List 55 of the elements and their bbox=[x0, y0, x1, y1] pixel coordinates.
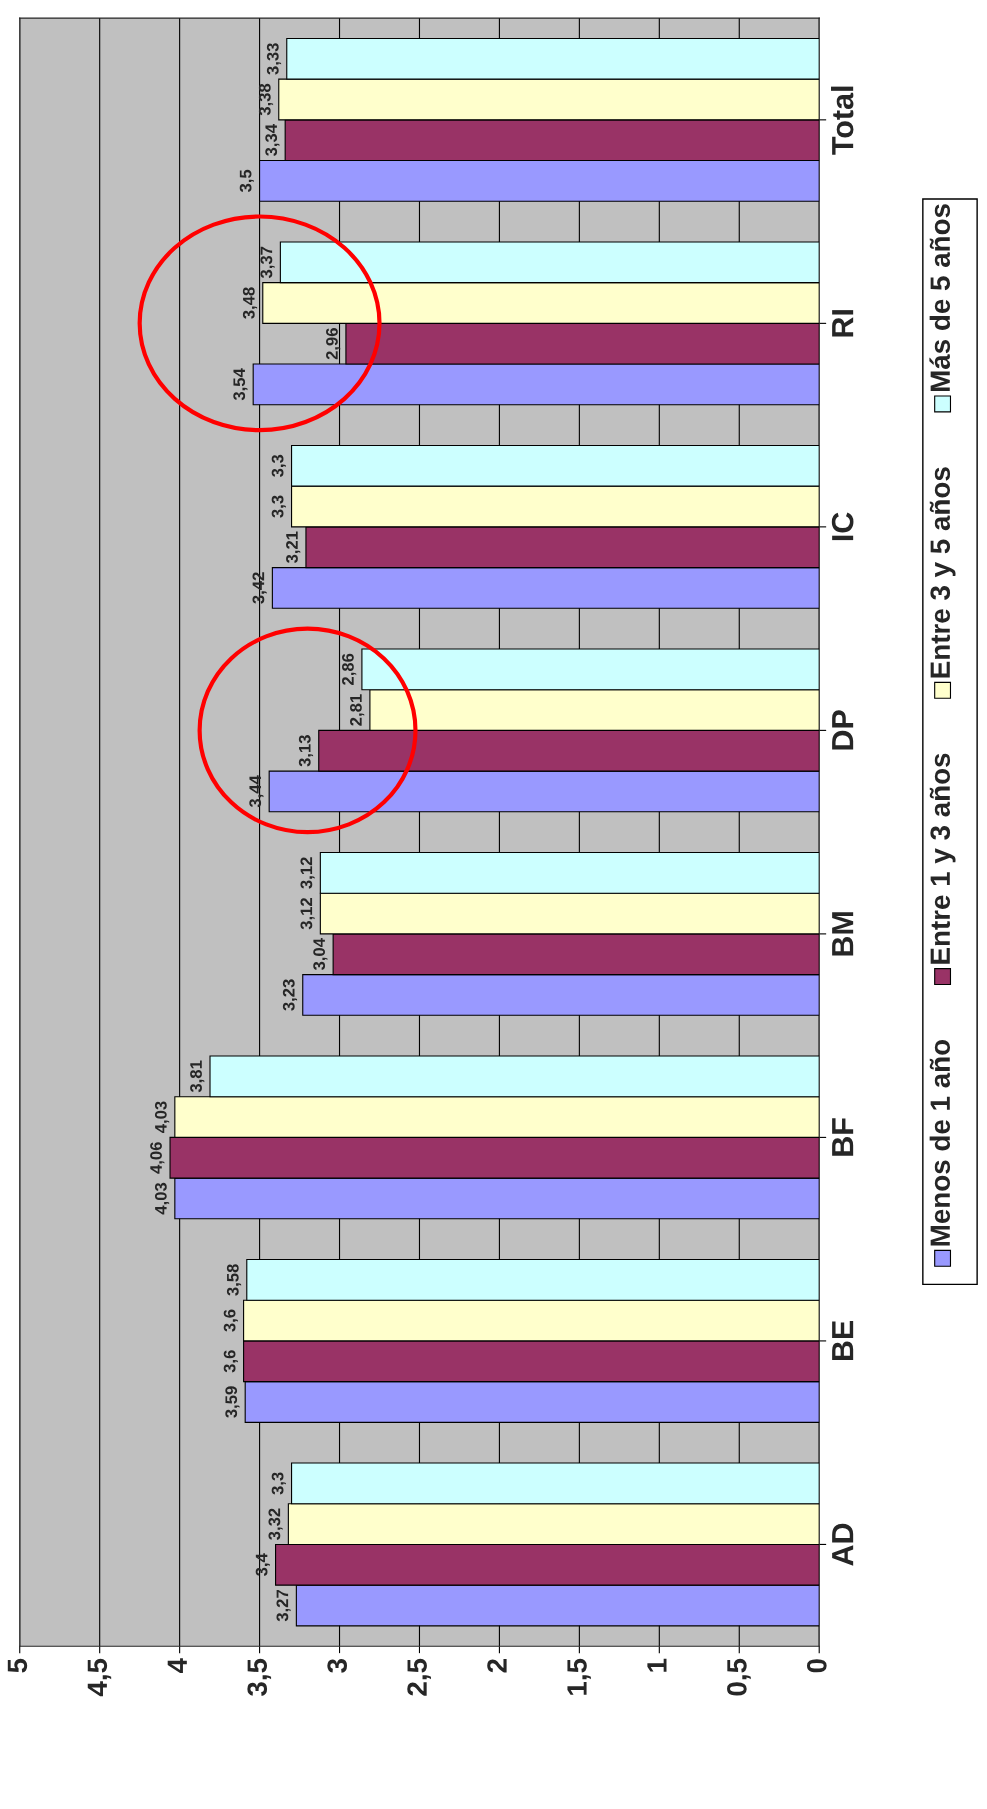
y-tick-label: DP bbox=[832, 710, 854, 750]
data-label: 3,12 bbox=[300, 897, 315, 930]
x-tick-label: 5 bbox=[7, 1658, 28, 1673]
data-label: 4,06 bbox=[150, 1142, 165, 1174]
data-label: 3,5 bbox=[239, 169, 254, 193]
text: Más de 5 años bbox=[929, 204, 951, 392]
y-tick-label: IC bbox=[831, 512, 854, 541]
data-label: 2,96 bbox=[326, 328, 341, 360]
data-label: 3,32 bbox=[268, 1508, 283, 1540]
x-tick-label: 0 bbox=[807, 1659, 827, 1673]
x-tick-label: 2 bbox=[487, 1659, 507, 1673]
y-tick-label: BF bbox=[832, 1118, 854, 1156]
data-label: 3,12 bbox=[300, 857, 315, 889]
data-label: 3,13 bbox=[298, 735, 314, 767]
data-label: 3,81 bbox=[190, 1060, 205, 1093]
x-tick-label: 3,5 bbox=[247, 1658, 272, 1696]
y-tick-label: BE bbox=[832, 1320, 854, 1361]
text: Menos de 1 año bbox=[929, 1040, 951, 1246]
data-label: 2,86 bbox=[342, 653, 357, 685]
data-label: 3,58 bbox=[226, 1264, 242, 1296]
data-label: 3,48 bbox=[242, 287, 258, 319]
data-label: 4,03 bbox=[154, 1101, 170, 1134]
data-label: 3,6 bbox=[223, 1350, 238, 1373]
x-tick-label: 1 bbox=[647, 1658, 667, 1672]
text: Entre 1 y 3 años bbox=[929, 753, 956, 964]
x-tick-label: 0,5 bbox=[727, 1658, 751, 1696]
y-tick-label: BM bbox=[832, 912, 854, 956]
x-tick-label: 4 bbox=[167, 1658, 187, 1674]
y-tick-label: RI bbox=[832, 310, 854, 337]
text: Entre 3 y 5 años bbox=[929, 467, 956, 678]
data-label: 3,04 bbox=[313, 938, 328, 971]
data-label: 3,4 bbox=[255, 1553, 270, 1576]
x-tick-label: 2,5 bbox=[407, 1658, 431, 1696]
x-tick-label: 3 bbox=[327, 1659, 348, 1673]
data-label: 3,3 bbox=[271, 1472, 286, 1495]
data-label: 3,3 bbox=[271, 495, 286, 518]
data-label: 3,54 bbox=[233, 368, 248, 401]
data-label: 3,6 bbox=[223, 1309, 238, 1332]
data-label: 3,23 bbox=[282, 979, 298, 1011]
data-label: 3,37 bbox=[260, 246, 275, 279]
data-label: 3,21 bbox=[286, 531, 301, 564]
data-label: 2,81 bbox=[350, 694, 365, 726]
x-tick-label: 1,5 bbox=[567, 1658, 591, 1695]
data-label: 3,27 bbox=[276, 1590, 291, 1622]
data-label: 3,33 bbox=[266, 43, 282, 75]
y-tick-label: Total bbox=[831, 86, 854, 155]
data-label: 3,38 bbox=[258, 83, 274, 116]
data-label: 3,34 bbox=[265, 124, 280, 157]
data-label: 4,03 bbox=[154, 1182, 170, 1215]
data-label: 3,3 bbox=[271, 454, 286, 478]
x-tick-label: 4,5 bbox=[87, 1658, 112, 1697]
data-label: 3,44 bbox=[249, 775, 264, 808]
data-label: 3,59 bbox=[225, 1386, 240, 1418]
data-label: 3,42 bbox=[252, 572, 267, 604]
y-tick-label: AD bbox=[832, 1523, 854, 1566]
